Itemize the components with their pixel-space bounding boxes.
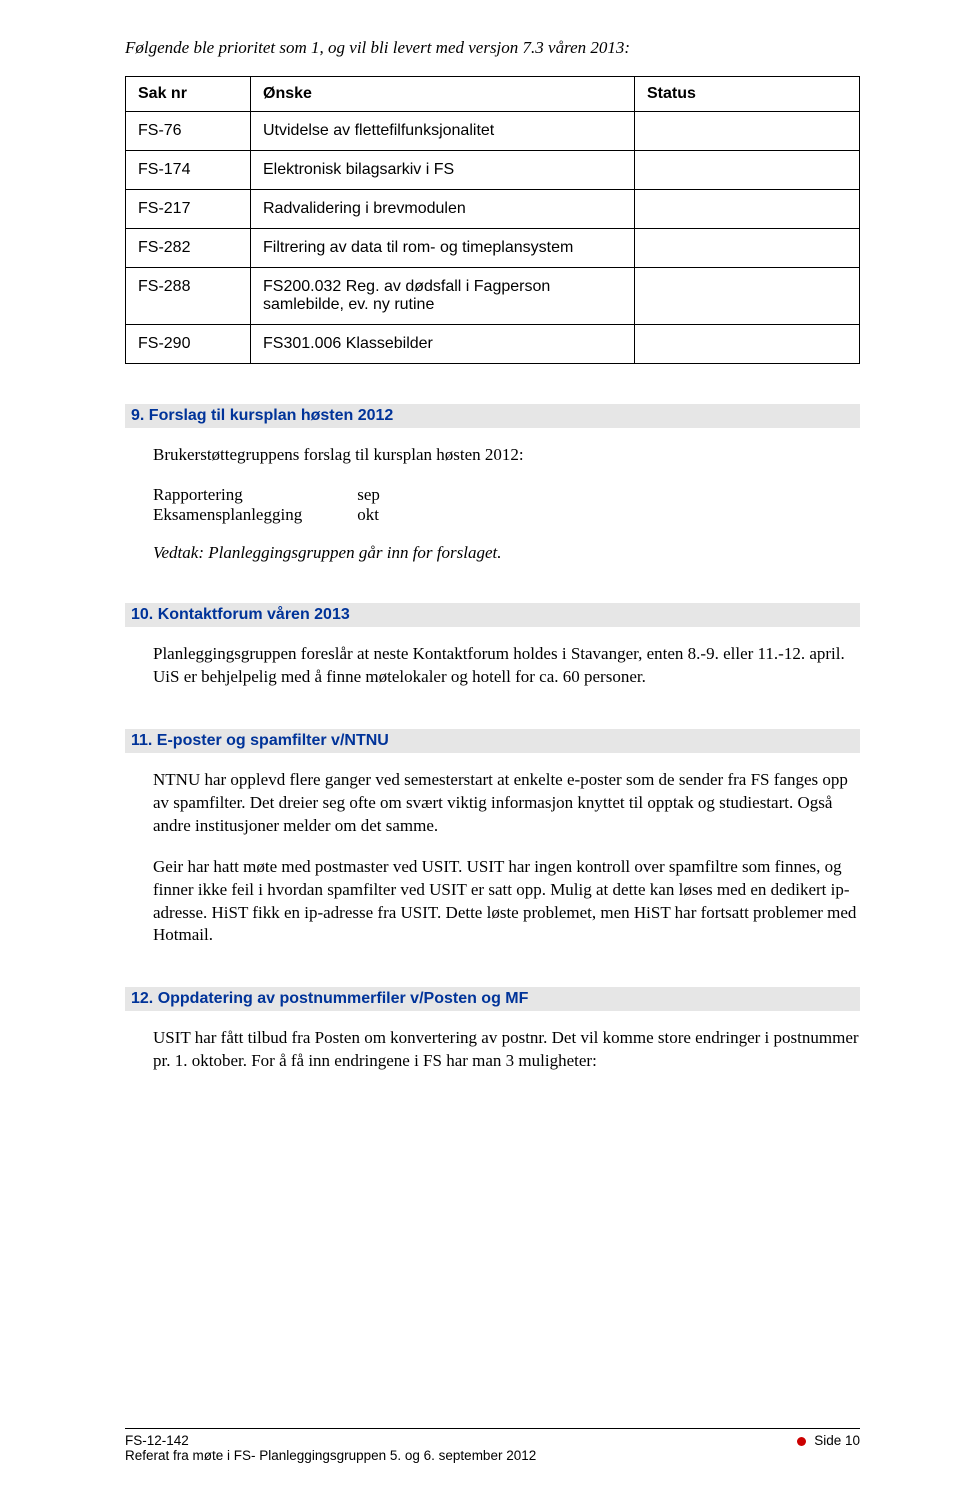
footer-right: Side 10 <box>797 1433 860 1448</box>
cell-sak: FS-282 <box>126 229 251 268</box>
cell-status <box>635 190 860 229</box>
section-heading-10: 10. Kontaktforum våren 2013 <box>125 603 860 627</box>
schedule-line: Eksamensplanlegging okt <box>125 505 860 525</box>
cell-onske: FS301.006 Klassebilder <box>251 325 635 364</box>
cell-onske: FS200.032 Reg. av dødsfall i Fagperson s… <box>251 268 635 325</box>
schedule-line: Rapportering sep <box>125 485 860 505</box>
schedule-label: Rapportering <box>153 485 353 505</box>
table-row: FS-290 FS301.006 Klassebilder <box>126 325 860 364</box>
section-10-body: Planleggingsgruppen foreslår at neste Ko… <box>125 643 860 689</box>
cell-sak: FS-174 <box>126 151 251 190</box>
cell-status <box>635 229 860 268</box>
table-row: FS-76 Utvidelse av flettefilfunksjonalit… <box>126 112 860 151</box>
section-12-body: USIT har fått tilbud fra Posten om konve… <box>125 1027 860 1073</box>
col-header-status: Status <box>635 77 860 112</box>
page-footer: FS-12-142 Referat fra møte i FS- Planleg… <box>125 1428 860 1463</box>
cell-onske: Radvalidering i brevmodulen <box>251 190 635 229</box>
section-heading-12: 12. Oppdatering av postnummerfiler v/Pos… <box>125 987 860 1011</box>
col-header-sak: Sak nr <box>126 77 251 112</box>
cell-status <box>635 151 860 190</box>
cell-sak: FS-288 <box>126 268 251 325</box>
cell-status <box>635 325 860 364</box>
intro-text: Følgende ble prioritet som 1, og vil bli… <box>125 38 860 58</box>
footer-doc-title: Referat fra møte i FS- Planleggingsgrupp… <box>125 1448 536 1463</box>
cell-sak: FS-217 <box>126 190 251 229</box>
footer-page-number: Side 10 <box>814 1433 860 1448</box>
schedule-value: sep <box>357 485 380 504</box>
cell-onske: Elektronisk bilagsarkiv i FS <box>251 151 635 190</box>
table-row: FS-288 FS200.032 Reg. av dødsfall i Fagp… <box>126 268 860 325</box>
table-row: FS-217 Radvalidering i brevmodulen <box>126 190 860 229</box>
table-row: FS-174 Elektronisk bilagsarkiv i FS <box>126 151 860 190</box>
cell-sak: FS-76 <box>126 112 251 151</box>
schedule-label: Eksamensplanlegging <box>153 505 353 525</box>
cases-table: Sak nr Ønske Status FS-76 Utvidelse av f… <box>125 76 860 364</box>
schedule-value: okt <box>357 505 379 524</box>
footer-doc-id: FS-12-142 <box>125 1433 536 1448</box>
cell-onske: Utvidelse av flettefilfunksjonalitet <box>251 112 635 151</box>
section-9-vedtak: Vedtak: Planleggingsgruppen går inn for … <box>125 543 860 563</box>
bullet-icon <box>797 1437 806 1446</box>
section-9-intro: Brukerstøttegruppens forslag til kurspla… <box>125 444 860 467</box>
cell-onske: Filtrering av data til rom- og timeplans… <box>251 229 635 268</box>
table-header-row: Sak nr Ønske Status <box>126 77 860 112</box>
cell-status <box>635 112 860 151</box>
footer-left: FS-12-142 Referat fra møte i FS- Planleg… <box>125 1433 536 1463</box>
section-heading-11: 11. E-poster og spamfilter v/NTNU <box>125 729 860 753</box>
section-11-p2: Geir har hatt møte med postmaster ved US… <box>125 856 860 948</box>
section-11-p1: NTNU har opplevd flere ganger ved semest… <box>125 769 860 838</box>
col-header-onske: Ønske <box>251 77 635 112</box>
cell-status <box>635 268 860 325</box>
cell-sak: FS-290 <box>126 325 251 364</box>
page: Følgende ble prioritet som 1, og vil bli… <box>0 0 960 1501</box>
table-row: FS-282 Filtrering av data til rom- og ti… <box>126 229 860 268</box>
section-heading-9: 9. Forslag til kursplan høsten 2012 <box>125 404 860 428</box>
